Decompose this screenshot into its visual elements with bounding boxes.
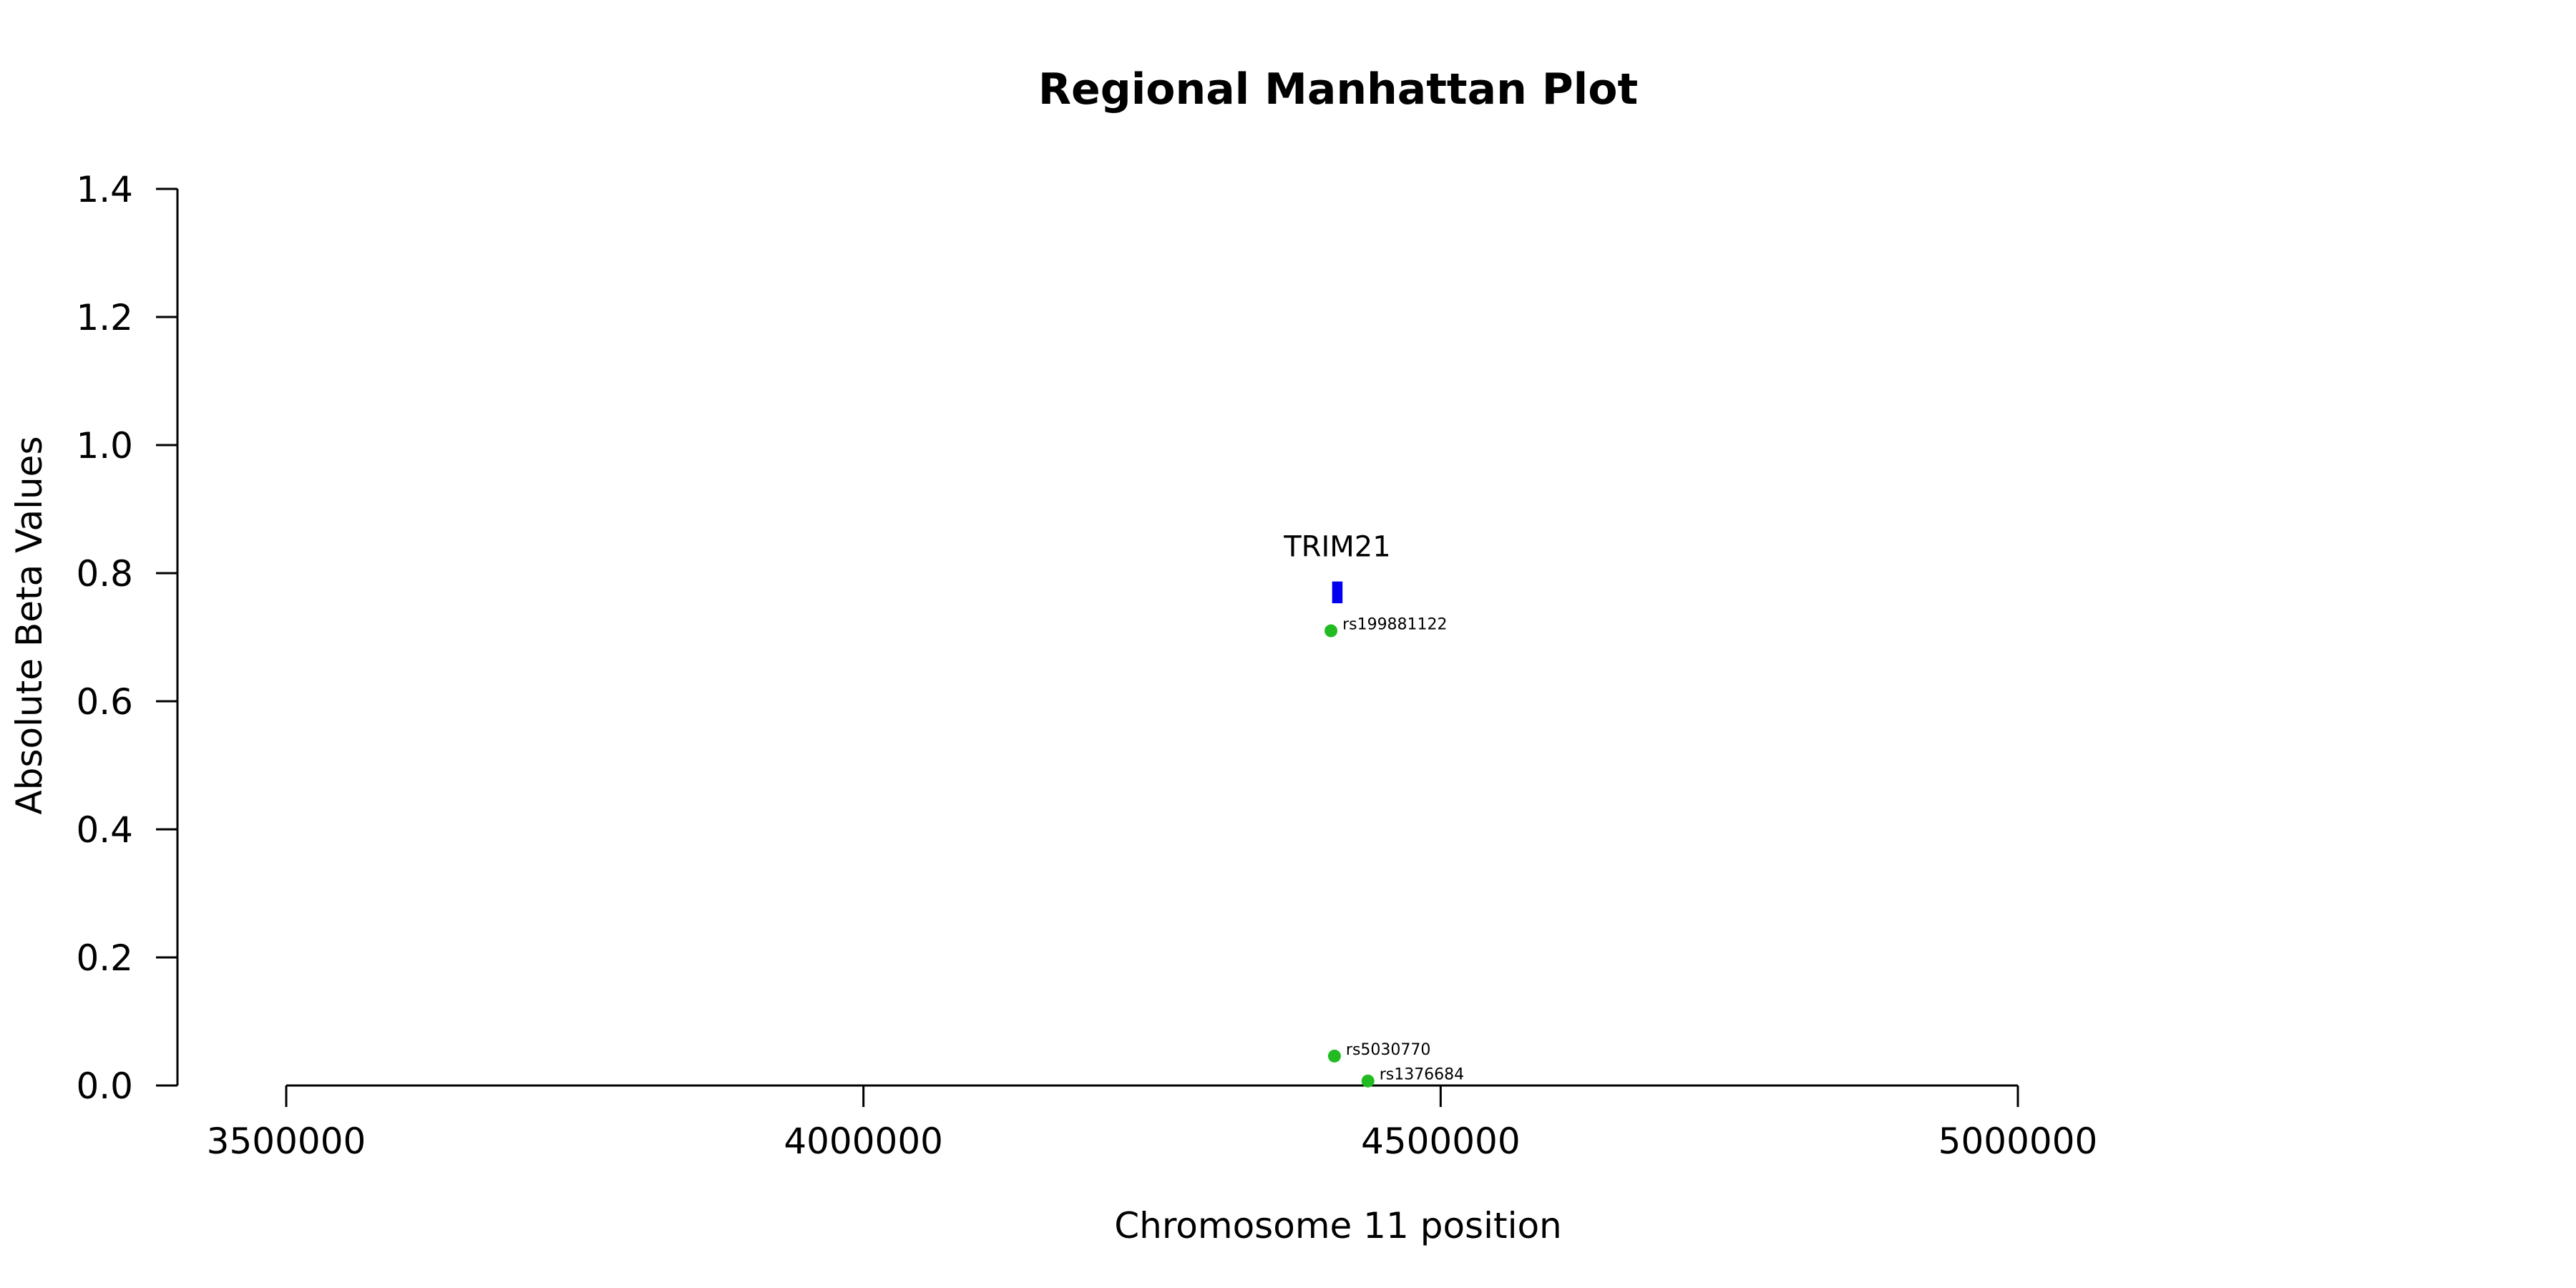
snp-point	[1324, 624, 1338, 638]
y-axis-label: Absolute Beta Values	[9, 436, 50, 815]
y-axis-ticks: 0.0 0.2 0.4 0.6 0.8 1.0 1.2 1.4	[76, 169, 177, 1107]
y-tick-label: 1.4	[76, 169, 133, 210]
y-tick-label: 1.2	[76, 297, 133, 338]
x-axis-label: Chromosome 11 position	[1114, 1205, 1562, 1246]
gene-bar	[1332, 581, 1343, 604]
snp-points-layer: rs199881122 rs5030770 rs1376684	[1324, 616, 1464, 1088]
snp-point	[1327, 1049, 1341, 1063]
y-tick-label: 0.4	[76, 809, 133, 851]
x-tick-label: 3500000	[207, 1121, 366, 1162]
snp-label: rs199881122	[1342, 616, 1447, 634]
snp-label: rs1376684	[1380, 1066, 1465, 1084]
snp-label: rs5030770	[1346, 1041, 1431, 1059]
x-tick-label: 4500000	[1361, 1121, 1521, 1162]
y-tick-label: 0.8	[76, 553, 133, 595]
y-tick-label: 0.6	[76, 681, 133, 723]
x-axis-ticks: 3500000 4000000 4500000 5000000	[207, 1085, 2098, 1162]
x-tick-label: 5000000	[1938, 1121, 2098, 1162]
chart-title: Regional Manhattan Plot	[1038, 64, 1638, 114]
gene-layer: TRIM21	[1283, 531, 1391, 604]
y-tick-label: 1.0	[76, 425, 133, 467]
gene-label: TRIM21	[1283, 531, 1390, 564]
snp-point	[1361, 1074, 1375, 1088]
x-tick-label: 4000000	[784, 1121, 943, 1162]
y-tick-label: 0.0	[76, 1065, 133, 1107]
y-tick-label: 0.2	[76, 937, 133, 979]
